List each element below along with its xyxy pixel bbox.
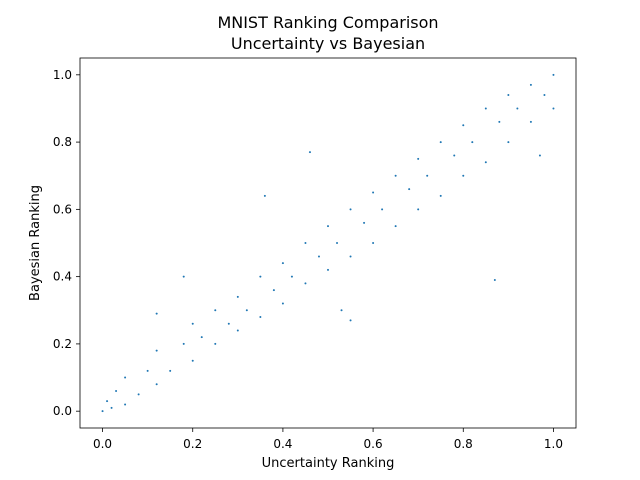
- scatter-point: [372, 242, 375, 244]
- scatter-point: [214, 342, 217, 345]
- scatter-point: [124, 403, 127, 406]
- scatter-points: [101, 73, 555, 413]
- scatter-point: [462, 124, 465, 127]
- scatter-point: [462, 174, 465, 177]
- y-tick-label: 0.2: [53, 337, 72, 351]
- scatter-point: [516, 107, 519, 110]
- scatter-point: [552, 73, 555, 76]
- scatter-point: [182, 275, 185, 278]
- scatter-point: [417, 208, 420, 211]
- x-tick-label: 0.2: [183, 437, 202, 451]
- scatter-point: [281, 262, 284, 265]
- plot-frame: [79, 57, 577, 429]
- scatter-point: [272, 289, 275, 292]
- scatter-point: [538, 154, 541, 157]
- scatter-point: [227, 322, 230, 325]
- scatter-point: [236, 295, 239, 298]
- scatter-point: [507, 94, 510, 96]
- scatter-point: [110, 406, 113, 409]
- scatter-point: [259, 275, 262, 278]
- scatter-point: [137, 393, 140, 396]
- scatter-point: [529, 83, 532, 86]
- x-tick-label: 0.8: [454, 437, 473, 451]
- scatter-point: [304, 242, 307, 244]
- x-axis-label: Uncertainty Ranking: [262, 456, 395, 471]
- scatter-point: [453, 154, 456, 157]
- scatter-point: [381, 208, 384, 211]
- scatter-point: [426, 174, 429, 177]
- scatter-point: [115, 390, 118, 392]
- scatter-point: [146, 369, 149, 372]
- scatter-point: [493, 279, 496, 281]
- plot-area: [101, 73, 555, 413]
- y-axis: 0.0 0.2 0.4 0.6 0.8 1.0: [53, 68, 80, 418]
- scatter-point: [439, 141, 442, 144]
- scatter-point: [349, 255, 352, 258]
- scatter-point: [155, 383, 158, 386]
- y-tick-label: 0.4: [53, 270, 72, 284]
- scatter-point: [191, 322, 194, 325]
- y-tick-label: 0.6: [53, 202, 72, 216]
- scatter-point: [394, 225, 397, 228]
- scatter-point: [408, 188, 411, 191]
- scatter-point: [529, 120, 532, 123]
- scatter-point: [263, 194, 266, 197]
- y-tick-label: 0.0: [53, 404, 72, 418]
- scatter-point: [259, 316, 262, 318]
- scatter-point: [281, 302, 284, 305]
- x-tick-label: 0.4: [273, 437, 292, 451]
- scatter-point: [336, 242, 339, 244]
- scatter-point: [471, 141, 474, 144]
- scatter-point: [236, 329, 239, 332]
- scatter-point: [349, 319, 352, 322]
- scatter-point: [191, 359, 194, 362]
- x-axis: 0.0 0.2 0.4 0.6 0.8 1.0: [93, 428, 563, 451]
- scatter-point: [349, 208, 352, 211]
- scatter-point: [214, 309, 217, 312]
- scatter-point: [155, 312, 158, 315]
- y-axis-label: Bayesian Ranking: [28, 185, 43, 301]
- scatter-point: [245, 309, 248, 312]
- scatter-point: [124, 376, 127, 379]
- scatter-point: [484, 161, 487, 164]
- scatter-point: [290, 275, 293, 278]
- scatter-point: [372, 191, 375, 194]
- chart-title-line-1: MNIST Ranking Comparison: [217, 13, 438, 32]
- scatter-point: [498, 120, 501, 123]
- scatter-point: [304, 282, 307, 285]
- scatter-point: [363, 221, 366, 224]
- x-tick-label: 0.6: [364, 437, 383, 451]
- scatter-point: [101, 410, 104, 413]
- scatter-point: [507, 141, 510, 144]
- scatter-point: [317, 255, 320, 258]
- scatter-point: [106, 400, 109, 403]
- scatter-point: [439, 194, 442, 197]
- x-tick-label: 0.0: [93, 437, 112, 451]
- scatter-point: [417, 157, 420, 160]
- scatter-point: [484, 107, 487, 110]
- y-tick-label: 1.0: [53, 68, 72, 82]
- scatter-point: [308, 151, 311, 154]
- chart-title-line-2: Uncertainty vs Bayesian: [231, 34, 425, 53]
- scatter-point: [394, 174, 397, 177]
- scatter-point: [327, 268, 329, 271]
- y-tick-label: 0.8: [53, 135, 72, 149]
- scatter-point: [169, 369, 172, 372]
- scatter-point: [200, 336, 203, 339]
- scatter-point: [182, 342, 185, 345]
- x-tick-label: 1.0: [544, 437, 563, 451]
- scatter-point: [543, 94, 546, 96]
- scatter-point: [552, 107, 555, 110]
- scatter-point: [155, 349, 158, 352]
- scatter-point: [327, 225, 329, 228]
- scatter-point: [340, 309, 343, 312]
